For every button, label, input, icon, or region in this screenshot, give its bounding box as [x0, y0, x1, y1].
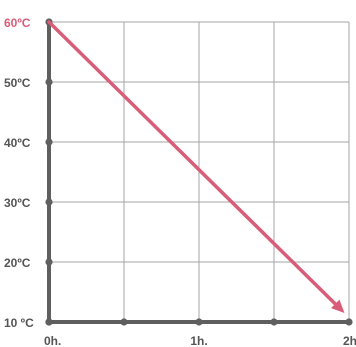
grid	[49, 21, 350, 322]
x-tick-label: 1h.	[190, 334, 207, 347]
y-tick-dot-2	[45, 198, 53, 206]
y-tick-dot-4	[45, 78, 53, 86]
y-tick-label: 40ºC	[4, 136, 31, 150]
axes	[45, 18, 353, 326]
series	[47, 20, 345, 313]
x-tick-dot-1	[120, 318, 128, 326]
y-tick-label: 20ºC	[4, 256, 31, 270]
y-tick-label: 50ºC	[4, 76, 31, 90]
x-tick-dot-0	[45, 318, 53, 326]
y-tick-dot-3	[45, 138, 53, 146]
trend-arrowhead-0	[331, 299, 345, 313]
x-tick-dot-3	[270, 318, 278, 326]
y-tick-label: 30ºC	[4, 196, 31, 210]
tick-labels: 10 ºC 20ºC 30ºC 40ºC 50ºC 60ºC 0h. 1h. 2h.	[4, 16, 356, 347]
trend-line-0	[47, 20, 337, 306]
y-tick-label: 10 ºC	[4, 316, 34, 330]
y-tick-dot-1	[45, 258, 53, 266]
x-tick-label: 2h.	[343, 334, 356, 347]
y-tick-label: 60ºC	[4, 16, 31, 30]
x-tick-dot-2	[195, 318, 203, 326]
x-tick-dot-4	[345, 318, 353, 326]
x-tick-label: 0h.	[44, 334, 61, 347]
